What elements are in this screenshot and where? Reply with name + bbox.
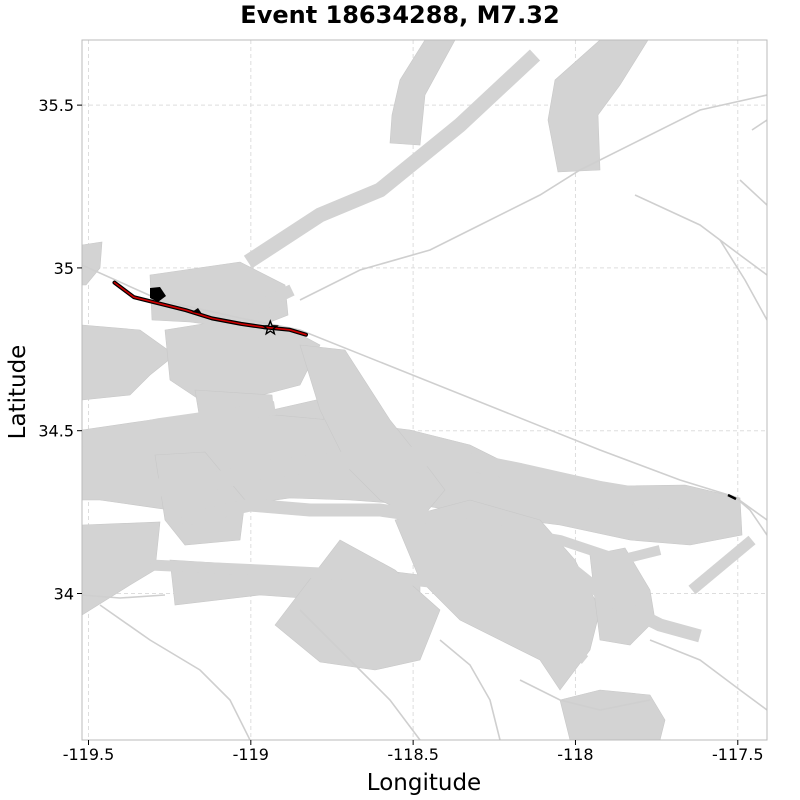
fault-trace — [299, 94, 767, 301]
fault-trace — [719, 239, 767, 321]
fault-patch — [299, 344, 446, 521]
y-axis-ticks: 34 34.5 35 35.5 — [38, 96, 82, 603]
y-tick-label: 34 — [54, 584, 74, 603]
fault-patch — [82, 521, 161, 616]
y-tick-label: 35 — [54, 259, 74, 278]
fault-ribbon — [688, 535, 756, 595]
rupture-layer — [112, 280, 737, 501]
rupture-patch-marker — [150, 287, 166, 302]
fault-trace — [82, 594, 166, 599]
fault-ribbon — [82, 401, 277, 447]
fault-patch — [389, 40, 456, 146]
fault-ribbon — [82, 446, 662, 509]
y-tick-label: 34.5 — [38, 422, 74, 441]
fault-trace — [99, 604, 251, 740]
y-axis-label: Latitude — [5, 345, 31, 440]
x-axis-label: Longitude — [367, 770, 481, 796]
x-tick-label: -119 — [233, 745, 269, 764]
fault-ribbon — [544, 626, 589, 664]
rupture-patch-marker — [192, 308, 202, 314]
fault-patch — [394, 499, 601, 691]
chart-title: Event 18634288, M7.32 — [240, 1, 559, 29]
x-tick-label: -119.5 — [63, 745, 115, 764]
fault-ribbon — [439, 515, 662, 565]
y-tick-label: 35.5 — [38, 96, 74, 115]
fault-ribbon — [149, 559, 431, 588]
fault-ribbon — [243, 49, 541, 269]
fault-surfaces — [82, 40, 756, 740]
rupture-segment-end — [727, 493, 737, 501]
hypocenter-star-icon — [261, 319, 279, 336]
fault-patch — [559, 689, 666, 740]
fault-trace — [82, 264, 767, 521]
fault-trace — [519, 679, 651, 711]
fault-ribbon — [165, 284, 295, 351]
plot-frame — [81, 39, 768, 741]
x-tick-label: -118 — [557, 745, 593, 764]
x-tick-label: -117.5 — [712, 745, 764, 764]
fault-trace — [751, 119, 767, 131]
rupture-trace — [113, 281, 307, 336]
fault-patch — [82, 324, 176, 401]
fault-trace — [649, 639, 767, 711]
x-axis-ticks: -119.5 -119 -118.5 -118 -117.5 — [63, 740, 764, 764]
fault-patch — [82, 241, 103, 286]
x-tick-label: -118.5 — [387, 745, 439, 764]
fault-traces — [82, 94, 767, 740]
fault-trace — [439, 639, 501, 740]
fault-trace — [739, 179, 767, 206]
fault-trace — [734, 496, 767, 536]
map-area[interactable] — [82, 40, 767, 740]
fault-trace — [299, 609, 421, 740]
fault-patch — [547, 40, 649, 173]
